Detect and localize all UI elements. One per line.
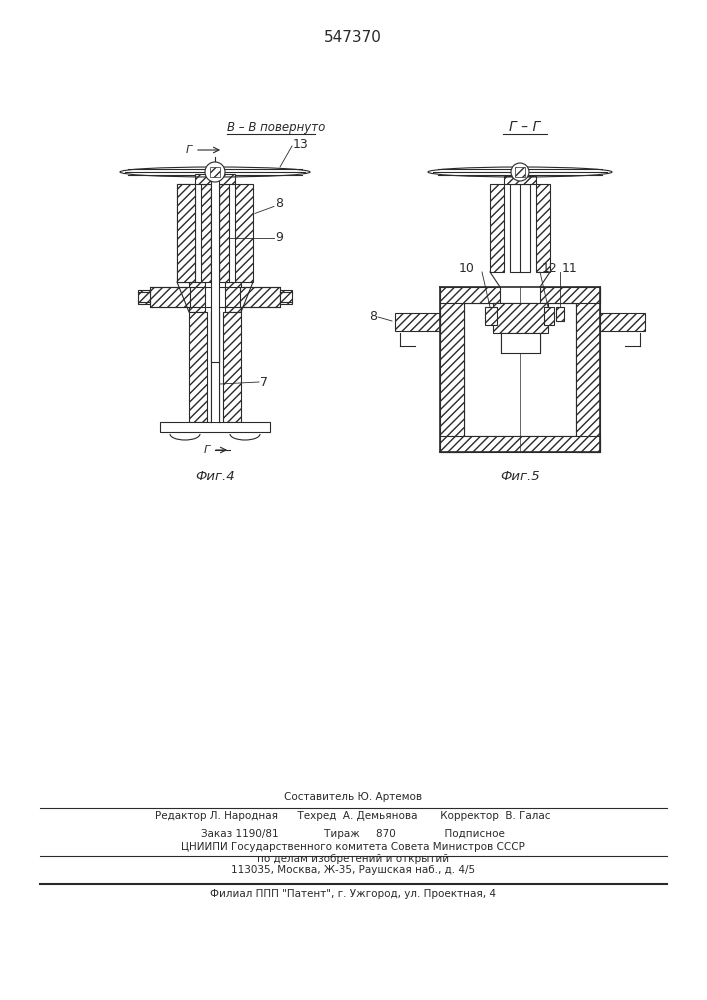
Bar bbox=[510, 184, 530, 272]
Text: 8: 8 bbox=[369, 310, 377, 322]
Bar bbox=[150, 287, 190, 307]
Bar bbox=[225, 282, 241, 312]
Bar bbox=[210, 167, 220, 177]
Text: 13: 13 bbox=[293, 137, 309, 150]
Text: Г – Г: Г – Г bbox=[509, 120, 541, 134]
Text: 10: 10 bbox=[459, 262, 475, 275]
Bar bbox=[504, 176, 536, 184]
Bar bbox=[395, 313, 440, 331]
Circle shape bbox=[205, 162, 225, 182]
Text: 12: 12 bbox=[542, 262, 558, 275]
Bar bbox=[440, 287, 500, 303]
Bar bbox=[464, 303, 576, 436]
Bar bbox=[211, 312, 219, 422]
Bar bbox=[211, 179, 219, 362]
Text: Фиг.4: Фиг.4 bbox=[195, 470, 235, 483]
Bar bbox=[540, 287, 600, 303]
Bar bbox=[201, 184, 211, 282]
Circle shape bbox=[511, 163, 529, 181]
Bar bbox=[240, 287, 280, 307]
Text: 7: 7 bbox=[260, 375, 268, 388]
Bar bbox=[515, 167, 525, 177]
Text: В – В повернуто: В – В повернуто bbox=[227, 121, 325, 134]
Text: Редактор Л. Народная      Техред  А. Демьянова       Корректор  В. Галас: Редактор Л. Народная Техред А. Демьянова… bbox=[156, 811, 551, 821]
Text: Фиг.5: Фиг.5 bbox=[500, 470, 540, 483]
Bar bbox=[576, 287, 600, 452]
Bar bbox=[177, 184, 195, 282]
Text: Заказ 1190/81              Тираж     870               Подписное: Заказ 1190/81 Тираж 870 Подписное bbox=[201, 829, 505, 839]
Bar bbox=[219, 184, 229, 282]
Bar bbox=[501, 333, 540, 353]
Text: по делам изобретений и открытий: по делам изобретений и открытий bbox=[257, 854, 449, 864]
Text: 547370: 547370 bbox=[324, 30, 382, 45]
Bar bbox=[160, 422, 270, 432]
Bar bbox=[138, 290, 150, 304]
Bar bbox=[493, 303, 548, 333]
Text: Г: Г bbox=[204, 445, 210, 455]
Bar bbox=[544, 307, 554, 325]
Bar bbox=[177, 184, 195, 282]
Bar bbox=[556, 307, 564, 321]
Bar bbox=[189, 282, 205, 312]
Text: ЦНИИПИ Государственного комитета Совета Министров СССР: ЦНИИПИ Государственного комитета Совета … bbox=[181, 842, 525, 852]
Bar bbox=[177, 184, 195, 282]
Bar bbox=[485, 307, 497, 325]
Text: 9: 9 bbox=[275, 231, 283, 244]
Bar bbox=[189, 312, 207, 422]
Bar bbox=[490, 184, 504, 272]
Bar bbox=[600, 313, 645, 331]
Bar bbox=[235, 184, 253, 282]
Bar bbox=[223, 312, 241, 422]
Bar bbox=[280, 290, 292, 304]
Bar bbox=[195, 174, 235, 184]
Text: Филиал ППП "Патент", г. Ужгород, ул. Проектная, 4: Филиал ППП "Патент", г. Ужгород, ул. Про… bbox=[210, 889, 496, 899]
Text: Г: Г bbox=[186, 145, 192, 155]
Text: 8: 8 bbox=[275, 197, 283, 210]
Bar bbox=[536, 184, 550, 272]
Bar bbox=[440, 287, 464, 452]
Bar bbox=[440, 436, 600, 452]
Text: Составитель Ю. Артемов: Составитель Ю. Артемов bbox=[284, 792, 422, 802]
Text: 113035, Москва, Ж-35, Раушская наб., д. 4/5: 113035, Москва, Ж-35, Раушская наб., д. … bbox=[231, 865, 475, 875]
Text: 11: 11 bbox=[562, 262, 578, 275]
